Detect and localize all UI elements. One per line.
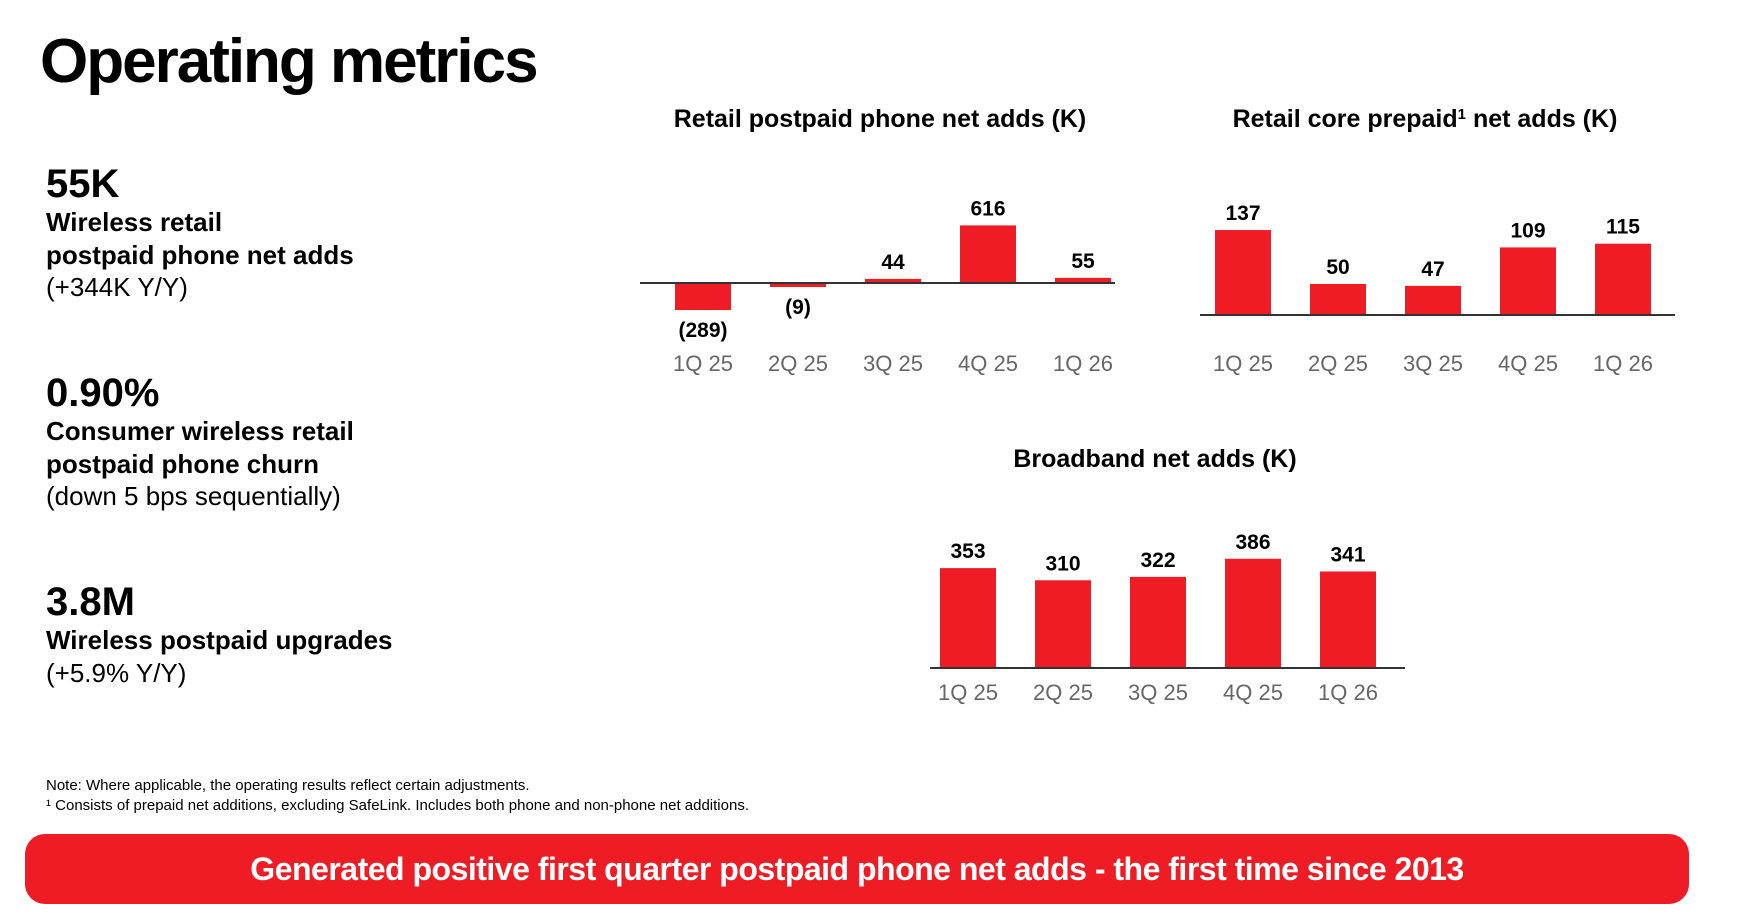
bar-value-label: 341 [1330, 543, 1365, 566]
bar [1055, 277, 1111, 283]
bar-value-label: 47 [1421, 258, 1444, 281]
bar-value-label: 137 [1225, 202, 1260, 225]
metric-label: Wireless retail postpaid phone net adds [46, 207, 354, 270]
bar [1130, 576, 1186, 668]
x-tick-label: 2Q 25 [1033, 680, 1093, 705]
x-tick-label: 2Q 25 [768, 351, 828, 376]
bar [1310, 284, 1366, 315]
page-title: Operating metrics [40, 27, 539, 96]
bar [940, 568, 996, 668]
bar [1595, 243, 1651, 315]
bar-value-label: 115 [1606, 216, 1640, 239]
metric-sub: (down 5 bps sequentially) [46, 481, 341, 511]
bar [1320, 571, 1376, 668]
prepaid-net-adds-chart: Retail core prepaid1 net adds (K) 137 1Q 2… [1200, 105, 1675, 376]
footnotes: Note: Where applicable, the operating re… [46, 776, 749, 815]
x-tick-label: 3Q 25 [1403, 351, 1463, 376]
bar [675, 283, 731, 311]
bar [1215, 230, 1271, 315]
metric-value: 55K [46, 162, 120, 206]
metric-postpaid-net-adds: 55K Wireless retail postpaid phone net a… [46, 162, 354, 304]
bar [1225, 558, 1281, 668]
bar-value-label: 322 [1140, 549, 1175, 572]
banner-text: Generated positive first quarter postpai… [250, 850, 1464, 887]
x-tick-label: 1Q 25 [1213, 351, 1273, 376]
bar [865, 278, 921, 283]
bar-value-label: 50 [1326, 256, 1349, 279]
chart-title: Broadband net adds (K) [1013, 445, 1296, 473]
x-tick-label: 3Q 25 [1128, 680, 1188, 705]
chart-title: Retail postpaid phone net adds (K) [674, 105, 1087, 133]
x-tick-label: 1Q 25 [938, 680, 998, 705]
x-tick-label: 1Q 26 [1053, 351, 1113, 376]
bar-value-label: 310 [1045, 552, 1080, 575]
x-tick-label: 1Q 26 [1593, 351, 1653, 376]
x-tick-label: 4Q 25 [1223, 680, 1283, 705]
bar-value-label: 44 [881, 251, 905, 274]
bar-value-label: (9) [785, 296, 811, 319]
bar-value-label: 386 [1235, 531, 1270, 554]
bar-value-label: (289) [678, 319, 727, 342]
metric-label: Wireless postpaid upgrades [46, 625, 393, 655]
x-tick-label: 1Q 26 [1318, 680, 1378, 705]
note-adjustments: Note: Where applicable, the operating re… [46, 777, 530, 794]
bar [770, 283, 826, 287]
note-prepaid-definition: ¹ Consists of prepaid net additions, exc… [46, 796, 749, 814]
metric-churn: 0.90% Consumer wireless retail postpaid … [46, 371, 354, 513]
metric-upgrades: 3.8M Wireless postpaid upgrades (+5.9% Y… [46, 580, 393, 689]
metric-sub: (+344K Y/Y) [46, 272, 188, 302]
bar-value-label: 55 [1071, 250, 1095, 273]
x-tick-label: 2Q 25 [1308, 351, 1368, 376]
metric-value: 3.8M [46, 580, 135, 624]
bar [1035, 580, 1091, 668]
x-tick-label: 4Q 25 [1498, 351, 1558, 376]
bar [1405, 285, 1461, 315]
x-tick-label: 1Q 25 [673, 351, 733, 376]
metric-value: 0.90% [46, 371, 160, 415]
x-tick-label: 4Q 25 [958, 351, 1018, 376]
highlight-banner: Generated positive first quarter postpai… [25, 834, 1689, 904]
bar-value-label: 616 [970, 197, 1005, 220]
bar-value-label: 109 [1510, 219, 1545, 242]
metric-sub: (+5.9% Y/Y) [46, 657, 187, 688]
broadband-net-adds-chart: Broadband net adds (K) 353 1Q 25 310 2Q 25 32… [930, 445, 1405, 705]
bar-value-label: 353 [950, 540, 985, 563]
bar [960, 225, 1016, 283]
chart-title: Retail core prepaid1 net adds (K) [1233, 105, 1618, 133]
metric-label: Consumer wireless retail postpaid phone … [46, 416, 354, 479]
x-tick-label: 3Q 25 [863, 351, 923, 376]
bar [1500, 247, 1556, 315]
postpaid-net-adds-chart: Retail postpaid phone net adds (K) (289) 1… [640, 105, 1115, 376]
